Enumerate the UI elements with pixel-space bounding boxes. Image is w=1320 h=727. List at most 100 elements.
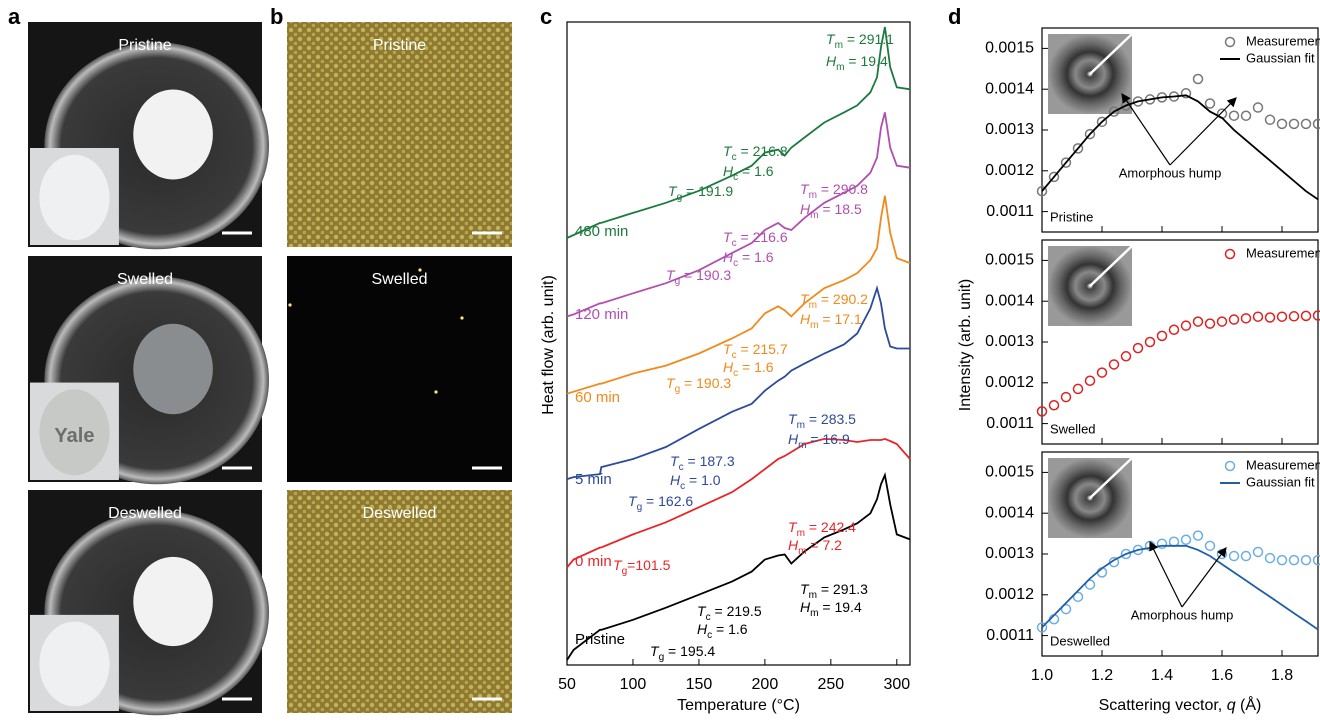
x-axis-label-part: Scattering vector,: [1099, 697, 1227, 714]
data-point: [1194, 317, 1203, 326]
y-tick-label: 0.0012: [985, 586, 1034, 603]
data-point: [1086, 376, 1095, 385]
data-point: [1302, 311, 1311, 320]
data-point: [1206, 99, 1215, 108]
annotation-subscript: m: [797, 420, 805, 431]
annotation-arrow: [1122, 94, 1170, 165]
data-point: [1170, 325, 1179, 334]
annotation-text: = 1.6: [712, 621, 748, 637]
subplot-caption: Deswelled: [1050, 633, 1110, 648]
micrograph: [287, 490, 512, 713]
y-axis-label: Intensity (arb. unit): [957, 279, 974, 412]
annotation-text: = 216.8: [737, 143, 788, 159]
legend-marker: [1226, 462, 1235, 471]
annotation-text: = 1.6: [738, 163, 774, 179]
annotation-text: = 187.3: [684, 453, 735, 469]
annotation: Amorphous hump: [1119, 165, 1222, 180]
annotation-subscript: m: [798, 546, 806, 557]
annotation: Hm = 18.5: [800, 201, 862, 221]
x-tick-label: 150: [686, 676, 713, 693]
annotation-text: = 17.1: [819, 311, 862, 327]
annotation: Tg = 195.4: [650, 643, 715, 663]
legend-label: Gaussian fit: [1246, 474, 1315, 489]
data-point: [1182, 321, 1191, 330]
annotation: Tm = 283.5: [788, 411, 856, 431]
annotation-text: =101.5: [627, 557, 670, 573]
data-point: [1290, 312, 1299, 321]
subplot-caption: Pristine: [1050, 209, 1093, 224]
annotation-text: = 162.6: [642, 493, 693, 509]
panel-label: c: [540, 4, 552, 29]
x-axis-label-part: (Å): [1236, 695, 1262, 714]
annotation-text: = 19.4: [845, 53, 888, 69]
film: [133, 90, 213, 180]
annotation-text: = 291.1: [843, 31, 894, 47]
annotation: Tg = 162.6: [628, 493, 693, 513]
annotation-text: = 195.4: [664, 643, 715, 659]
data-point: [1314, 556, 1320, 565]
data-point: [1290, 119, 1299, 128]
legend-label: Measurement: [1246, 33, 1320, 48]
annotation: Hm = 7.2: [788, 537, 842, 557]
annotation: Tc = 216.8: [723, 143, 788, 163]
data-point: [1206, 541, 1215, 550]
data-point: [1314, 119, 1320, 128]
y-tick-label: 0.0014: [985, 504, 1034, 521]
legend-marker: [1226, 250, 1235, 259]
inset-film: [39, 622, 109, 707]
micrograph: [287, 256, 512, 482]
annotation-text: = 1.6: [738, 249, 774, 265]
annotation: Hc = 1.6: [723, 249, 774, 269]
data-point: [1230, 315, 1239, 324]
data-point: [1266, 554, 1275, 563]
y-tick-label: 0.0013: [985, 545, 1034, 562]
data-point: [1254, 312, 1263, 321]
photo-caption: Swelled: [117, 271, 173, 288]
annotation-subscript: m: [835, 40, 843, 51]
panel-label: d: [948, 4, 961, 29]
particle: [460, 316, 463, 319]
annotation-text: = 291.3: [817, 581, 868, 597]
legend-label: Measurement: [1246, 457, 1320, 472]
particle: [434, 390, 437, 393]
x-tick-label: 1.2: [1091, 667, 1113, 684]
data-point: [1194, 531, 1203, 540]
data-point: [1206, 319, 1215, 328]
data-point: [1278, 119, 1287, 128]
annotation-subscript: m: [809, 190, 817, 201]
photo-caption: Swelled: [371, 271, 427, 288]
inset-text: Yale: [54, 425, 94, 447]
annotation-subscript: m: [810, 608, 818, 619]
series-label: Pristine: [575, 631, 625, 648]
series-label: 5 min: [575, 471, 612, 488]
y-tick-label: 0.0015: [985, 40, 1034, 57]
annotation: Hc = 1.0: [670, 472, 721, 492]
annotation: Hc = 1.6: [697, 621, 748, 641]
annotation: Hm = 17.1: [800, 311, 862, 331]
annotation-text: = 242.4: [805, 519, 856, 535]
data-point: [1146, 338, 1155, 347]
y-tick-label: 0.0014: [985, 80, 1034, 97]
film: [133, 557, 213, 646]
photo-caption: Deswelled: [108, 505, 182, 522]
annotation: Amorphous hump: [1131, 607, 1234, 622]
series-label: 480 min: [575, 223, 628, 240]
series-label: 0 min: [575, 553, 612, 570]
annotation: Tm = 290.2: [800, 291, 868, 311]
x-tick-label: 1.0: [1031, 667, 1053, 684]
data-point: [1158, 331, 1167, 340]
x-tick-label: 50: [558, 676, 576, 693]
data-point: [1302, 119, 1311, 128]
data-point: [1134, 344, 1143, 353]
subplot-caption: Swelled: [1050, 421, 1096, 436]
particle: [288, 303, 291, 306]
data-point: [1230, 111, 1239, 120]
data-point: [1242, 314, 1251, 323]
annotation-text: = 191.9: [682, 183, 733, 199]
annotation-subscript: m: [836, 62, 844, 73]
y-tick-label: 0.0013: [985, 121, 1034, 138]
annotation-subscript: m: [809, 300, 817, 311]
data-point: [1062, 393, 1071, 402]
annotation-text: = 18.5: [819, 201, 862, 217]
annotation-text: = 7.2: [807, 537, 843, 553]
